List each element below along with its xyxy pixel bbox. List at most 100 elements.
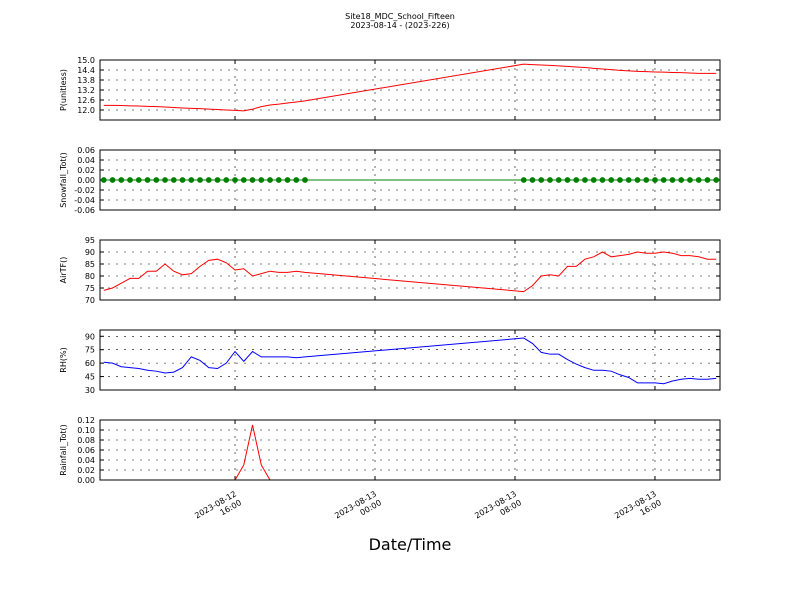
series-marker: [669, 177, 676, 183]
series-line: [103, 251, 717, 293]
series-marker: [599, 177, 606, 183]
series-marker: [170, 177, 177, 183]
series-marker: [214, 177, 221, 183]
series-marker: [617, 177, 623, 183]
series-marker: [608, 177, 615, 183]
y-tick-label: 0.08: [77, 436, 95, 445]
series-marker: [547, 177, 553, 183]
series-marker: [249, 177, 256, 183]
series-marker: [590, 177, 597, 183]
series-marker: [267, 177, 273, 183]
series-marker: [687, 177, 693, 183]
y-tick-label: 0.10: [77, 426, 95, 435]
y-tick-label: 13.2: [77, 86, 95, 95]
y-tick-label: 75: [85, 346, 95, 355]
series-marker: [100, 177, 107, 183]
y-tick-label: 15.0: [77, 56, 95, 65]
series-marker: [240, 177, 247, 183]
y-tick-label: 13.8: [77, 76, 95, 85]
series-marker: [109, 177, 116, 183]
series-marker: [293, 177, 300, 183]
series-marker: [582, 177, 588, 183]
figure-title: Site18_MDC_School_Fifteen: [345, 12, 455, 21]
y-tick-label: 12.6: [77, 96, 95, 105]
plot-frame: [99, 419, 721, 481]
series-marker: [573, 177, 580, 183]
series-line: [103, 424, 717, 481]
y-tick-label: 70: [85, 296, 95, 305]
series-marker: [179, 177, 186, 183]
series-marker: [652, 177, 658, 183]
y-tick-label: 30: [85, 386, 95, 395]
plot-frame: [99, 329, 721, 391]
series-marker: [205, 177, 212, 183]
series-marker: [162, 177, 168, 183]
series-marker: [232, 177, 238, 183]
series-marker: [538, 177, 545, 183]
y-tick-label: 90: [85, 248, 95, 257]
series-marker: [529, 177, 536, 183]
y-axis-label: P(unitless): [59, 69, 68, 111]
y-tick-label: 75: [85, 284, 95, 293]
series-marker: [153, 177, 160, 183]
series-marker: [695, 177, 702, 183]
series-marker: [258, 177, 265, 183]
series-marker: [713, 177, 720, 183]
y-tick-label: 0.02: [77, 466, 95, 475]
series-marker: [188, 177, 195, 183]
y-tick-label: 0.00: [77, 176, 95, 185]
y-tick-label: -0.06: [74, 206, 95, 215]
y-tick-label: 95: [85, 236, 95, 245]
x-tick-label: 2023-08-1216:00: [193, 489, 243, 529]
x-tick-label: 2023-08-1316:00: [613, 489, 663, 529]
y-tick-label: 0.04: [77, 156, 95, 165]
plot-frame: [99, 59, 721, 121]
y-tick-label: 14.4: [77, 66, 95, 75]
series-line: [103, 337, 717, 385]
series-line: [103, 63, 717, 112]
y-tick-label: 0.04: [77, 456, 95, 465]
x-tick-label: 2023-08-1308:00: [473, 489, 523, 529]
series-marker: [118, 177, 125, 183]
series-marker: [704, 177, 711, 183]
y-tick-label: -0.02: [74, 186, 95, 195]
series-marker: [135, 177, 142, 183]
series-marker: [634, 177, 641, 183]
plot-frame: [99, 239, 721, 301]
y-axis-label: Snowfall_Tot(): [59, 152, 68, 208]
series-marker: [223, 177, 230, 183]
series-marker: [302, 177, 308, 183]
series-marker: [197, 177, 203, 183]
y-tick-label: 85: [85, 260, 95, 269]
y-axis-label: Rainfall_Tot(): [59, 424, 68, 476]
series-marker: [284, 177, 291, 183]
y-tick-label: 12.0: [77, 106, 95, 115]
y-tick-label: 0.12: [77, 416, 95, 425]
y-axis-label: RH(%): [59, 347, 68, 372]
y-tick-label: -0.04: [74, 196, 95, 205]
y-tick-label: 60: [85, 359, 95, 368]
y-tick-label: 0.06: [77, 146, 95, 155]
x-tick-label: 2023-08-1300:00: [333, 489, 383, 529]
y-tick-label: 0.06: [77, 446, 95, 455]
series-marker: [564, 177, 571, 183]
x-axis-label: Date/Time: [369, 535, 452, 554]
series-marker: [625, 177, 632, 183]
series-marker: [643, 177, 650, 183]
series-marker: [678, 177, 685, 183]
series-marker: [275, 177, 282, 183]
figure-subtitle: 2023-08-14 - (2023-226): [350, 21, 449, 30]
series-marker: [660, 177, 667, 183]
y-axis-label: AirTF(): [59, 257, 68, 284]
y-tick-label: 90: [85, 332, 95, 341]
series-marker: [520, 177, 527, 183]
y-tick-label: 0.02: [77, 166, 95, 175]
plot-frame: [99, 149, 721, 211]
series-marker: [555, 177, 562, 183]
y-tick-label: 45: [85, 373, 95, 382]
series-marker: [127, 177, 133, 183]
series-marker: [144, 177, 151, 183]
y-tick-label: 80: [85, 272, 95, 281]
y-tick-label: 0.00: [77, 476, 95, 485]
